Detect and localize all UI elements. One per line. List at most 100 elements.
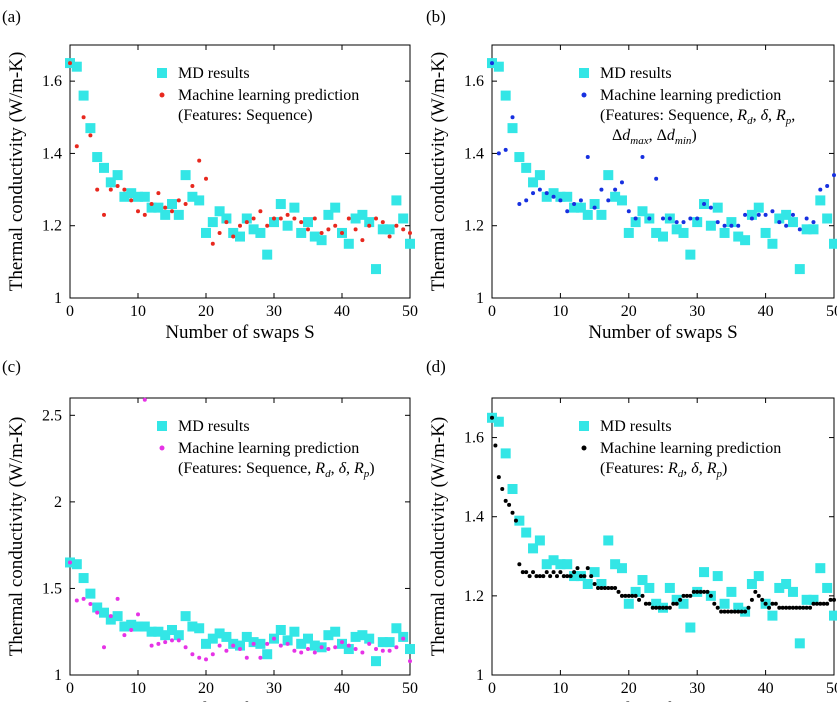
x-tick-label: 0 xyxy=(66,680,74,697)
prediction-point xyxy=(129,198,134,203)
legend-md-marker xyxy=(157,68,167,78)
md-point xyxy=(105,177,116,188)
prediction-point xyxy=(170,209,174,214)
y-tick-label: 1.5 xyxy=(42,580,62,597)
md-point xyxy=(534,535,545,546)
prediction-point xyxy=(490,61,494,66)
md-point xyxy=(330,626,341,637)
md-point xyxy=(829,610,837,621)
plot-area xyxy=(487,412,837,649)
md-point xyxy=(214,628,225,639)
prediction-point xyxy=(176,638,181,643)
md-point xyxy=(112,170,123,181)
md-point xyxy=(139,621,150,632)
prediction-point xyxy=(517,562,522,567)
md-point xyxy=(582,209,593,220)
prediction-point xyxy=(272,636,276,641)
prediction-point xyxy=(326,647,331,652)
md-point xyxy=(521,527,532,538)
md-point xyxy=(160,209,171,220)
md-point xyxy=(671,224,682,235)
x-tick-label: 0 xyxy=(488,303,496,320)
prediction-point xyxy=(667,216,672,221)
md-point xyxy=(343,644,354,655)
prediction-point xyxy=(626,593,631,598)
md-point xyxy=(555,191,566,202)
md-point xyxy=(699,567,710,578)
prediction-point xyxy=(790,605,795,610)
md-point xyxy=(289,626,300,637)
prediction-point xyxy=(204,176,208,181)
md-point xyxy=(133,621,143,632)
prediction-point xyxy=(763,212,768,217)
prediction-point xyxy=(777,220,782,225)
prediction-point xyxy=(380,648,385,653)
md-point xyxy=(92,152,103,163)
md-point xyxy=(173,209,184,220)
prediction-point xyxy=(790,212,795,217)
prediction-point xyxy=(544,191,549,196)
md-point xyxy=(664,582,675,593)
x-tick-label: 10 xyxy=(552,680,568,697)
prediction-point xyxy=(319,230,324,235)
prediction-point xyxy=(81,115,86,120)
prediction-point xyxy=(306,647,310,652)
md-point xyxy=(815,563,826,574)
legend-md-label: MD results xyxy=(600,418,672,435)
prediction-point xyxy=(821,601,826,606)
prediction-point xyxy=(149,202,154,207)
md-point xyxy=(569,571,580,582)
md-point xyxy=(719,598,730,609)
prediction-point xyxy=(725,609,730,614)
md-point xyxy=(350,213,361,224)
md-point xyxy=(343,238,354,249)
prediction-point xyxy=(606,585,611,590)
md-point xyxy=(671,594,682,605)
prediction-point xyxy=(767,605,772,610)
prediction-point xyxy=(695,216,700,221)
prediction-point xyxy=(715,220,720,225)
prediction-point xyxy=(401,636,406,641)
prediction-point xyxy=(122,187,127,192)
md-point xyxy=(405,238,415,249)
md-point xyxy=(248,224,259,235)
prediction-point xyxy=(531,570,536,575)
legend-md-label: MD results xyxy=(600,65,672,82)
prediction-point xyxy=(797,605,802,610)
x-tick-label: 0 xyxy=(66,303,74,320)
y-tick-label: 1.4 xyxy=(464,509,484,526)
legend-prediction-marker xyxy=(581,92,587,98)
prediction-point xyxy=(804,605,809,610)
prediction-point xyxy=(619,180,624,185)
md-point xyxy=(78,90,89,101)
prediction-point xyxy=(537,187,542,192)
plot-area xyxy=(487,58,837,275)
md-point xyxy=(801,594,812,605)
md-point xyxy=(357,630,368,641)
md-point xyxy=(726,586,737,597)
legend-prediction-label: Machine learning prediction xyxy=(600,440,781,457)
chart-panel-d: (d) 0 10 20 30 40 50 1 1.2 1.4 1.6 Number of swaps … xyxy=(426,357,837,702)
prediction-point xyxy=(136,612,140,617)
md-point xyxy=(371,264,381,275)
md-point xyxy=(548,188,559,199)
y-tick-label: 2.5 xyxy=(42,407,62,424)
prediction-point xyxy=(115,183,120,188)
md-point xyxy=(207,633,218,644)
prediction-point xyxy=(770,209,775,214)
x-tick-label: 30 xyxy=(266,303,282,320)
md-point xyxy=(753,202,764,213)
prediction-point xyxy=(285,641,290,646)
prediction-point xyxy=(68,61,72,66)
prediction-point xyxy=(647,601,652,606)
x-tick-label: 10 xyxy=(130,680,146,697)
prediction-point xyxy=(585,566,590,571)
y-tick-label: 1 xyxy=(54,667,62,684)
md-point xyxy=(85,123,96,134)
md-point xyxy=(85,588,96,599)
x-tick-label: 30 xyxy=(266,680,282,697)
x-tick-label: 20 xyxy=(621,303,637,320)
md-point xyxy=(371,656,381,667)
prediction-point xyxy=(578,574,583,579)
prediction-point xyxy=(565,574,570,579)
